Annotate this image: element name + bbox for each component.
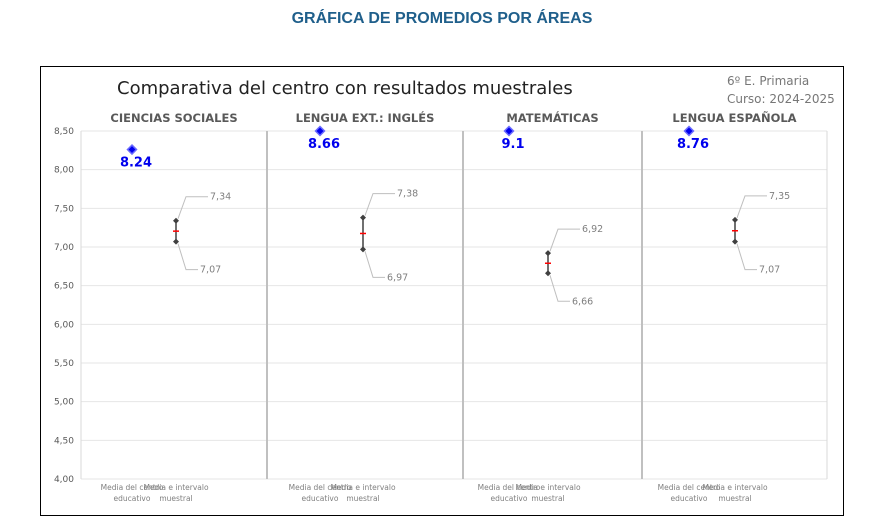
interval-high-label: 7,34 [210, 192, 231, 203]
interval-high-marker [732, 216, 738, 223]
x-category-label: muestral [531, 494, 564, 503]
chart-svg: Comparativa del centro con resultados mu… [54, 74, 835, 503]
interval-low-marker [732, 238, 738, 245]
y-tick-label: 5,00 [54, 398, 74, 408]
interval-high-leader [736, 195, 767, 219]
center-mean-label: 8.24 [120, 156, 152, 171]
center-mean-marker [683, 125, 695, 137]
interval-high-marker [173, 217, 179, 224]
center-mean-marker [503, 125, 515, 137]
x-category-label: Media del centro [478, 483, 541, 492]
x-category-label: Media e intervalo [702, 483, 768, 492]
panel-title: LENGUA ESPAÑOLA [672, 110, 796, 125]
panel-title: CIENCIAS SOCIALES [110, 111, 237, 125]
y-tick-label: 7,00 [54, 243, 74, 253]
grade-label: 6º E. Primaria [727, 74, 809, 88]
interval-low-label: 7,07 [200, 265, 221, 276]
x-category-label: Media e intervalo [330, 483, 396, 492]
chart-title: Comparativa del centro con resultados mu… [117, 78, 573, 99]
interval-low-marker [360, 246, 366, 253]
center-mean-label: 9.1 [501, 137, 524, 152]
interval-high-marker [360, 214, 366, 221]
panel-title: MATEMÁTICAS [506, 110, 598, 125]
interval-high-leader [364, 193, 395, 216]
y-tick-label: 8,00 [54, 166, 74, 176]
x-category-label: muestral [718, 494, 751, 503]
interval-low-marker [173, 238, 179, 245]
panel-title: LENGUA EXT.: INGLÉS [296, 110, 435, 125]
x-category-label: Media e intervalo [515, 483, 581, 492]
x-category-label: Media e intervalo [143, 483, 209, 492]
chart-container: Comparativa del centro con resultados mu… [40, 66, 844, 516]
interval-high-leader [177, 196, 208, 219]
interval-low-marker [545, 270, 551, 277]
interval-low-label: 7,07 [759, 265, 780, 276]
interval-low-leader [736, 243, 757, 271]
page-title: GRÁFICA DE PROMEDIOS POR ÁREAS [291, 10, 593, 27]
y-tick-label: 4,50 [54, 436, 74, 446]
y-tick-label: 7,50 [54, 204, 74, 214]
x-category-label: educativo [114, 494, 151, 503]
x-category-label: Media del centro [658, 483, 721, 492]
y-tick-label: 4,00 [54, 475, 74, 485]
interval-low-label: 6,66 [572, 296, 593, 307]
interval-high-label: 6,92 [582, 224, 603, 235]
center-mean-marker [314, 125, 326, 137]
x-category-label: educativo [302, 494, 339, 503]
interval-low-leader [177, 243, 198, 271]
center-mean-label: 8.66 [308, 137, 340, 152]
y-tick-label: 5,50 [54, 359, 74, 369]
y-tick-label: 6,50 [54, 282, 74, 292]
x-category-label: muestral [346, 494, 379, 503]
interval-high-label: 7,35 [769, 191, 790, 202]
x-category-label: educativo [671, 494, 708, 503]
course-label: Curso: 2024-2025 [727, 92, 835, 106]
interval-high-label: 7,38 [397, 189, 418, 200]
y-tick-label: 8,50 [54, 127, 74, 137]
interval-low-label: 6,97 [387, 272, 408, 283]
x-category-label: educativo [491, 494, 528, 503]
interval-low-leader [549, 275, 570, 302]
x-category-label: muestral [159, 494, 192, 503]
interval-high-marker [545, 250, 551, 257]
x-category-label: Media del centro [101, 483, 164, 492]
interval-low-leader [364, 251, 385, 278]
x-category-label: Media del centro [289, 483, 352, 492]
center-mean-label: 8.76 [677, 137, 709, 152]
center-mean-marker [126, 143, 138, 156]
y-tick-label: 6,00 [54, 320, 74, 330]
interval-high-leader [549, 228, 580, 252]
